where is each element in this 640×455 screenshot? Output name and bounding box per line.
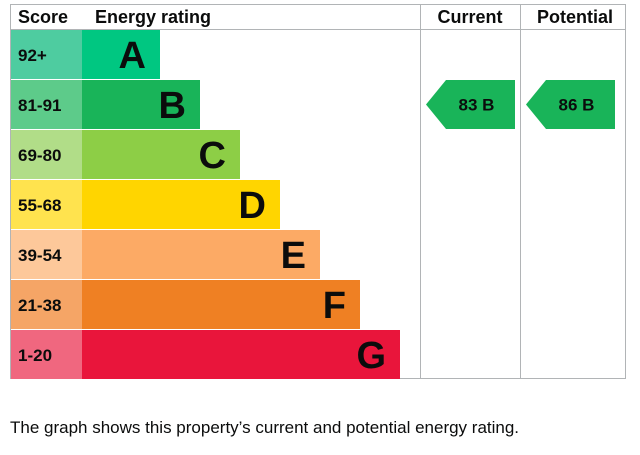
score-range-a: 92+ <box>18 46 47 65</box>
potential-header: Potential <box>537 7 613 27</box>
rating-bar-a <box>82 30 160 79</box>
rating-letter-a: A <box>119 35 146 77</box>
rating-letter-b: B <box>159 85 186 127</box>
score-cell-a <box>11 30 83 79</box>
chart-headers: Score Energy rating Current Potential <box>18 7 613 27</box>
current-rating-arrow: 83 B <box>426 80 515 129</box>
rating-letter-g: G <box>356 335 386 377</box>
rating-bar-f <box>82 280 360 329</box>
potential-rating-arrow-label: 86 B <box>559 96 595 115</box>
score-cell-b <box>11 80 83 129</box>
band-c: 69-80 C <box>11 130 240 179</box>
current-rating-arrow-shape <box>426 80 515 129</box>
score-cell-f <box>11 280 83 329</box>
band-a: 92+ A <box>11 30 160 79</box>
potential-rating-arrow-shape <box>526 80 615 129</box>
band-e: 39-54 E <box>11 230 320 279</box>
score-range-f: 21-38 <box>18 296 61 315</box>
rating-bar-c <box>82 130 240 179</box>
rating-letter-e: E <box>281 235 306 277</box>
energy-rating-header: Energy rating <box>95 7 211 27</box>
rating-bar-g <box>82 330 400 379</box>
band-f: 21-38 F <box>11 280 360 329</box>
rating-bands: 92+ A 81-91 B 69-80 C 55-68 D 39-54 E 21-38 F 1-20 G <box>11 30 400 379</box>
band-b: 81-91 B <box>11 80 200 129</box>
score-range-d: 55-68 <box>18 196 61 215</box>
score-range-e: 39-54 <box>18 246 62 265</box>
rating-bar-e <box>82 230 320 279</box>
rating-bar-b <box>82 80 200 129</box>
score-cell-d <box>11 180 83 229</box>
band-g: 1-20 G <box>11 330 400 379</box>
current-rating-arrow-label: 83 B <box>459 96 495 115</box>
rating-letter-d: D <box>239 185 266 227</box>
current-header: Current <box>437 7 502 27</box>
rating-arrows: 83 B 86 B <box>426 80 615 129</box>
rating-letter-f: F <box>323 285 346 327</box>
energy-rating-chart: Score Energy rating Current Potential 92… <box>10 4 626 379</box>
score-range-g: 1-20 <box>18 346 52 365</box>
band-d: 55-68 D <box>11 180 280 229</box>
chart-caption: The graph shows this property’s current … <box>10 418 520 437</box>
score-range-c: 69-80 <box>18 146 61 165</box>
score-cell-g <box>11 330 83 379</box>
rating-letter-c: C <box>199 135 226 177</box>
score-cell-c <box>11 130 83 179</box>
potential-rating-arrow: 86 B <box>526 80 615 129</box>
score-cell-e <box>11 230 83 279</box>
score-header: Score <box>18 7 68 27</box>
rating-bar-d <box>82 180 280 229</box>
score-range-b: 81-91 <box>18 96 61 115</box>
